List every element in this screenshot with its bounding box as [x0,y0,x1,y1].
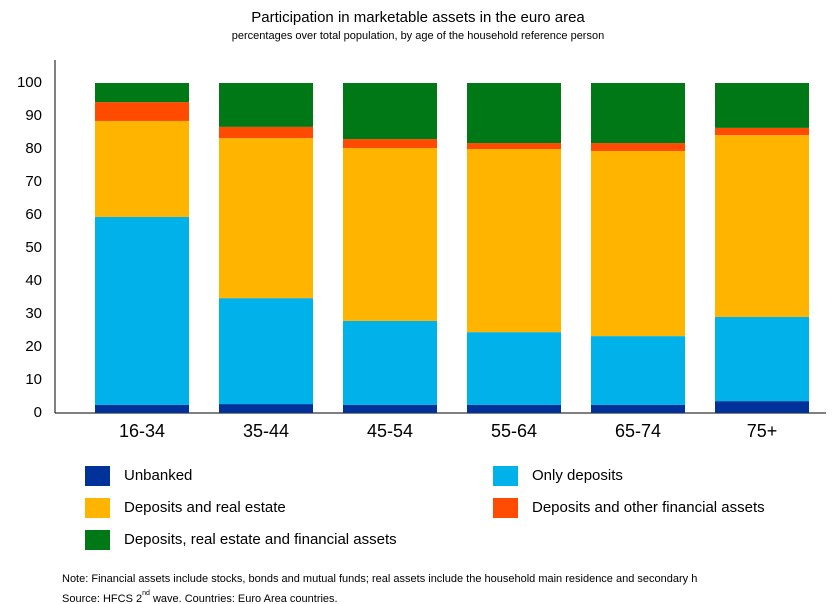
bar-segment [343,139,437,149]
chart-subtitle: percentages over total population, by ag… [232,30,604,42]
x-tick-label: 75+ [747,421,778,441]
bar-segment [95,83,189,103]
y-tick-label: 30 [25,305,42,322]
y-tick-label: 80 [25,140,42,157]
legend-swatch [85,498,110,518]
bar-segment [219,298,313,405]
bar-segment [591,336,685,405]
bar-segment [715,316,809,402]
y-tick-label: 50 [25,239,42,256]
y-tick-label: 100 [17,74,42,91]
bar-segment [219,126,313,139]
bar-segment [95,216,189,405]
bar-segment [95,102,189,121]
bar-segment [467,332,561,405]
bar-segment [219,404,313,413]
legend-swatch [85,530,110,550]
y-tick-label: 10 [25,371,42,388]
legend-swatch [85,466,110,486]
y-tick-label: 90 [25,107,42,124]
x-tick-label: 16-34 [119,421,165,441]
bar-segment [343,83,437,140]
bar-segment [715,127,809,136]
y-tick-label: 40 [25,272,42,289]
bar-segment [95,120,189,217]
x-tick-label: 65-74 [615,421,661,441]
bar-segment [591,150,685,337]
x-tick-label: 35-44 [243,421,289,441]
bar-segment [591,143,685,151]
y-tick-label: 70 [25,173,42,190]
legend-label: Deposits and other financial assets [532,499,765,516]
bar-segment [343,404,437,413]
bar-segment [343,148,437,321]
x-tick-label: 55-64 [491,421,537,441]
bar-segment [467,149,561,333]
bar-segment [467,143,561,149]
y-tick-label: 60 [25,206,42,223]
bar-segment [591,83,685,144]
bar-segment [343,320,437,405]
legend-label: Deposits, real estate and financial asse… [124,531,397,548]
bar-segment [219,83,313,127]
legend-label: Deposits and real estate [124,499,286,516]
x-tick-label: 45-54 [367,421,413,441]
bar-segment [467,404,561,413]
legend-swatch [493,466,518,486]
y-tick-label: 0 [34,404,42,421]
bar-segment [715,135,809,317]
bar-segment [467,83,561,144]
note: Note: Financial assets include stocks, b… [62,573,697,585]
bar-segment [219,138,313,299]
bar-segment [95,404,189,413]
bar-segment [715,83,809,128]
chart-title: Participation in marketable assets in th… [251,9,585,26]
legend-label: Unbanked [124,467,192,484]
bar-segment [715,401,809,413]
bar-segment [591,404,685,413]
legend-swatch [493,498,518,518]
legend-label: Only deposits [532,467,623,484]
y-tick-label: 20 [25,338,42,355]
source: Source: HFCS 2nd wave. Countries: Euro A… [62,590,338,604]
